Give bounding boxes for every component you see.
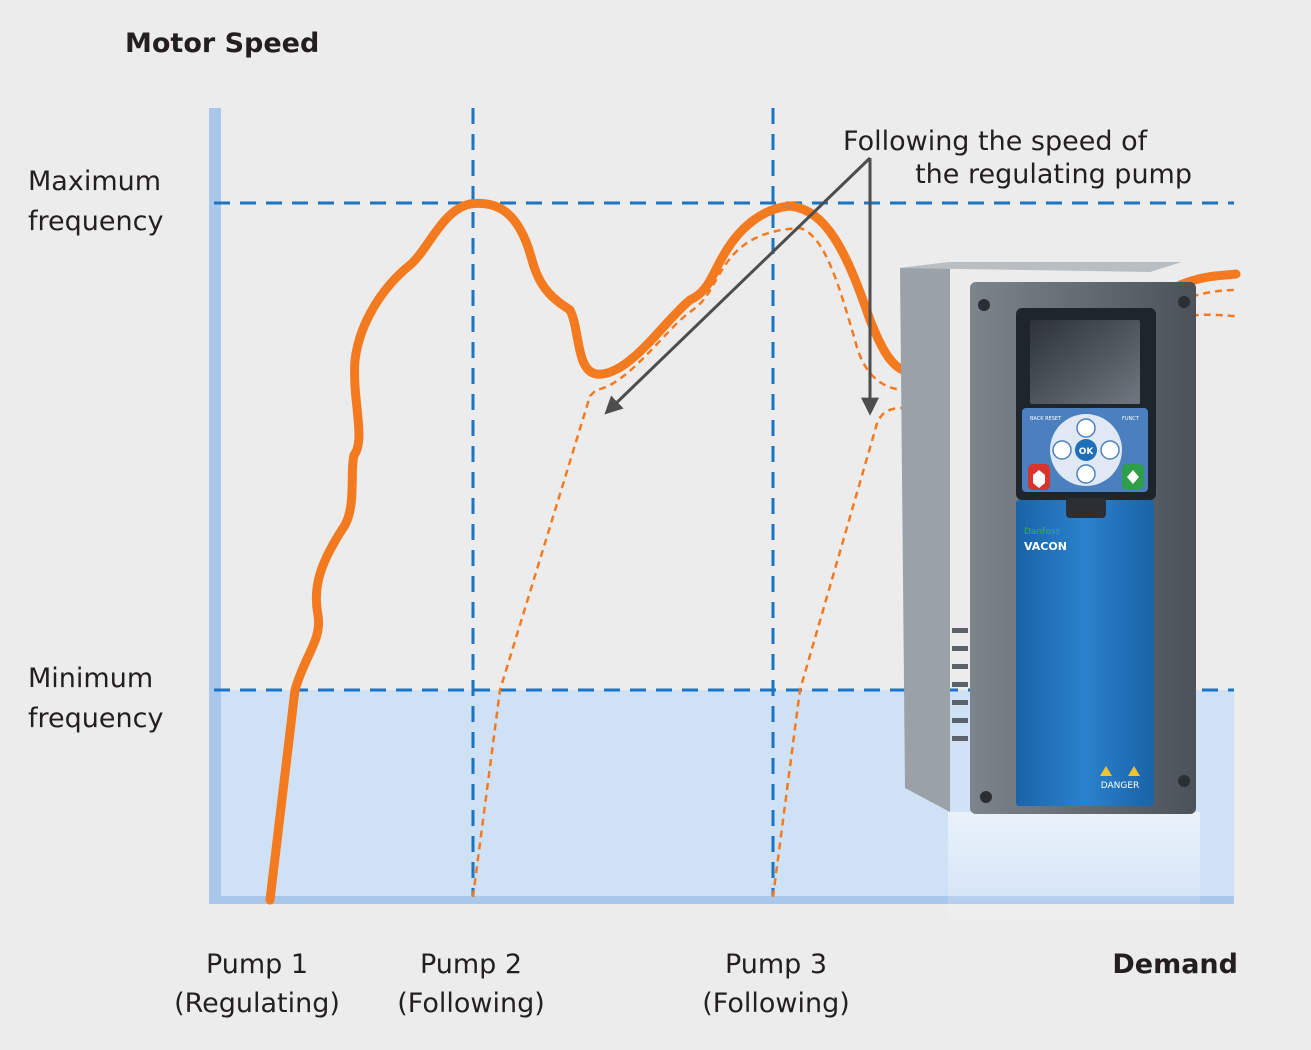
x-axis xyxy=(209,896,1234,904)
drive-brand-label: VACON xyxy=(1024,540,1067,553)
y-axis xyxy=(209,108,221,904)
pump3-name: Pump 3 xyxy=(725,949,827,980)
pump2-name: Pump 2 xyxy=(420,949,522,980)
pump1-role: (Regulating) xyxy=(174,988,340,1019)
annotation-arrow-pump2 xyxy=(604,156,872,415)
y-axis-title: Motor Speed xyxy=(125,28,319,59)
keypad-ok-label: OK xyxy=(1079,447,1095,457)
frequency-drive-illustration: OK BACK RESET FUNCT Danfoss VACON DANGER xyxy=(900,262,1200,932)
min-frequency-label-line2: frequency xyxy=(28,703,163,734)
key-right-label: FUNCT xyxy=(1122,416,1140,422)
max-frequency-label-line1: Maximum xyxy=(28,166,161,197)
pump3-role: (Following) xyxy=(702,988,850,1019)
pump1-name: Pump 1 xyxy=(206,949,308,980)
min-frequency-label-line1: Minimum xyxy=(28,663,153,694)
annotation-line2: the regulating pump xyxy=(915,159,1192,190)
key-left-label: BACK RESET xyxy=(1030,416,1062,422)
max-frequency-label-line2: frequency xyxy=(28,206,163,237)
annotation-line1: Following the speed of xyxy=(843,126,1149,157)
x-axis-title: Demand xyxy=(1112,949,1238,980)
pump2-role: (Following) xyxy=(397,988,545,1019)
drive-subbrand-label: Danfoss xyxy=(1024,527,1061,537)
drive-danger-label: DANGER xyxy=(1101,781,1140,791)
